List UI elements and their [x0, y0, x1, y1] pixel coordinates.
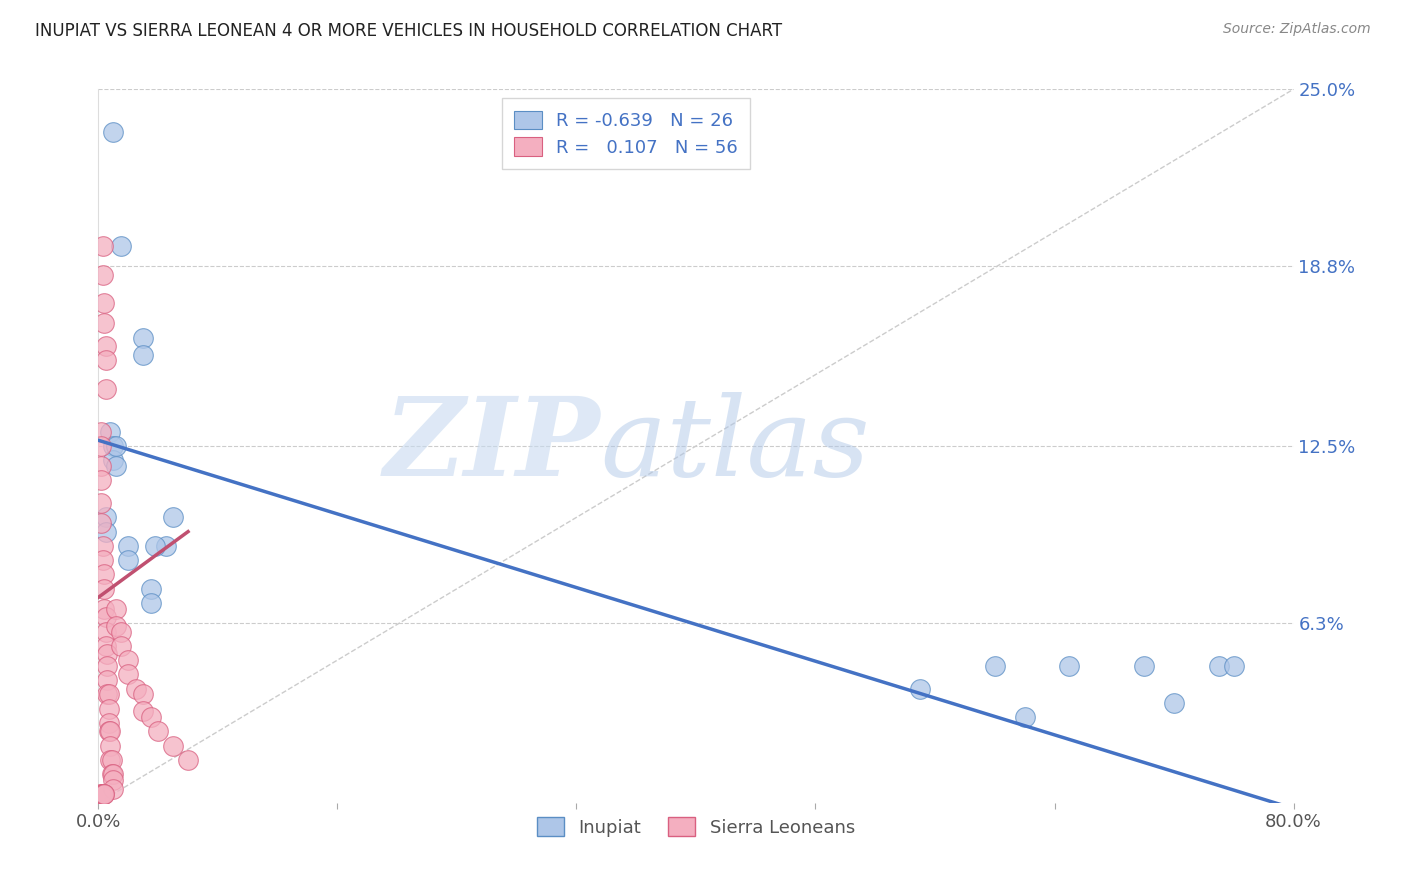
Point — [908, 681, 931, 696]
Point — [93, 787, 115, 801]
Point — [117, 539, 139, 553]
Point — [143, 539, 166, 553]
Point — [98, 425, 122, 439]
Point — [117, 653, 139, 667]
Point — [97, 687, 120, 701]
Text: INUPIAT VS SIERRA LEONEAN 4 OR MORE VEHICLES IN HOUSEHOLD CORRELATION CHART: INUPIAT VS SIERRA LEONEAN 4 OR MORE VEHI… — [35, 22, 782, 40]
Point — [101, 753, 124, 767]
Point — [91, 268, 114, 282]
Point — [94, 624, 117, 639]
Point — [97, 715, 120, 730]
Text: ZIP: ZIP — [384, 392, 600, 500]
Text: atlas: atlas — [600, 392, 870, 500]
Point — [90, 439, 112, 453]
Point — [1059, 658, 1081, 673]
Point — [94, 524, 117, 539]
Point — [1223, 658, 1246, 673]
Point — [93, 582, 115, 596]
Legend: Inupiat, Sierra Leoneans: Inupiat, Sierra Leoneans — [530, 810, 862, 844]
Point — [103, 767, 125, 781]
Point — [125, 681, 148, 696]
Point — [97, 701, 120, 715]
Point — [91, 787, 114, 801]
Point — [90, 496, 112, 510]
Point — [96, 687, 118, 701]
Point — [93, 567, 115, 582]
Point — [94, 353, 117, 368]
Text: Source: ZipAtlas.com: Source: ZipAtlas.com — [1223, 22, 1371, 37]
Point — [93, 601, 115, 615]
Point — [139, 582, 162, 596]
Point — [94, 639, 117, 653]
Point — [103, 781, 125, 796]
Point — [103, 772, 125, 787]
Point — [90, 473, 112, 487]
Point — [132, 687, 155, 701]
Point — [96, 658, 118, 673]
Point — [93, 787, 115, 801]
Point — [91, 539, 114, 553]
Point — [94, 339, 117, 353]
Point — [90, 425, 112, 439]
Point — [1133, 658, 1156, 673]
Point — [155, 539, 177, 553]
Point — [110, 639, 132, 653]
Point — [94, 610, 117, 624]
Point — [90, 787, 112, 801]
Point — [98, 753, 122, 767]
Point — [984, 658, 1007, 673]
Point — [93, 316, 115, 330]
Point — [1208, 658, 1230, 673]
Point — [98, 739, 122, 753]
Point — [91, 553, 114, 567]
Point — [105, 458, 128, 473]
Point — [101, 767, 124, 781]
Point — [117, 667, 139, 681]
Point — [110, 624, 132, 639]
Point — [94, 382, 117, 396]
Point — [90, 458, 112, 473]
Point — [105, 619, 128, 633]
Point — [93, 296, 115, 310]
Point — [90, 516, 112, 530]
Point — [103, 439, 125, 453]
Point — [105, 601, 128, 615]
Point — [1163, 696, 1185, 710]
Point — [162, 739, 184, 753]
Point — [110, 239, 132, 253]
Point — [177, 753, 200, 767]
Point — [103, 125, 125, 139]
Point — [96, 673, 118, 687]
Point — [132, 348, 155, 362]
Point — [91, 787, 114, 801]
Point — [91, 239, 114, 253]
Point — [103, 453, 125, 467]
Point — [94, 510, 117, 524]
Point — [1014, 710, 1036, 724]
Point — [162, 510, 184, 524]
Point — [139, 710, 162, 724]
Point — [96, 648, 118, 662]
Point — [98, 724, 122, 739]
Point — [132, 330, 155, 344]
Point — [105, 439, 128, 453]
Point — [139, 596, 162, 610]
Point — [132, 705, 155, 719]
Point — [97, 724, 120, 739]
Point — [117, 553, 139, 567]
Point — [90, 787, 112, 801]
Point — [148, 724, 170, 739]
